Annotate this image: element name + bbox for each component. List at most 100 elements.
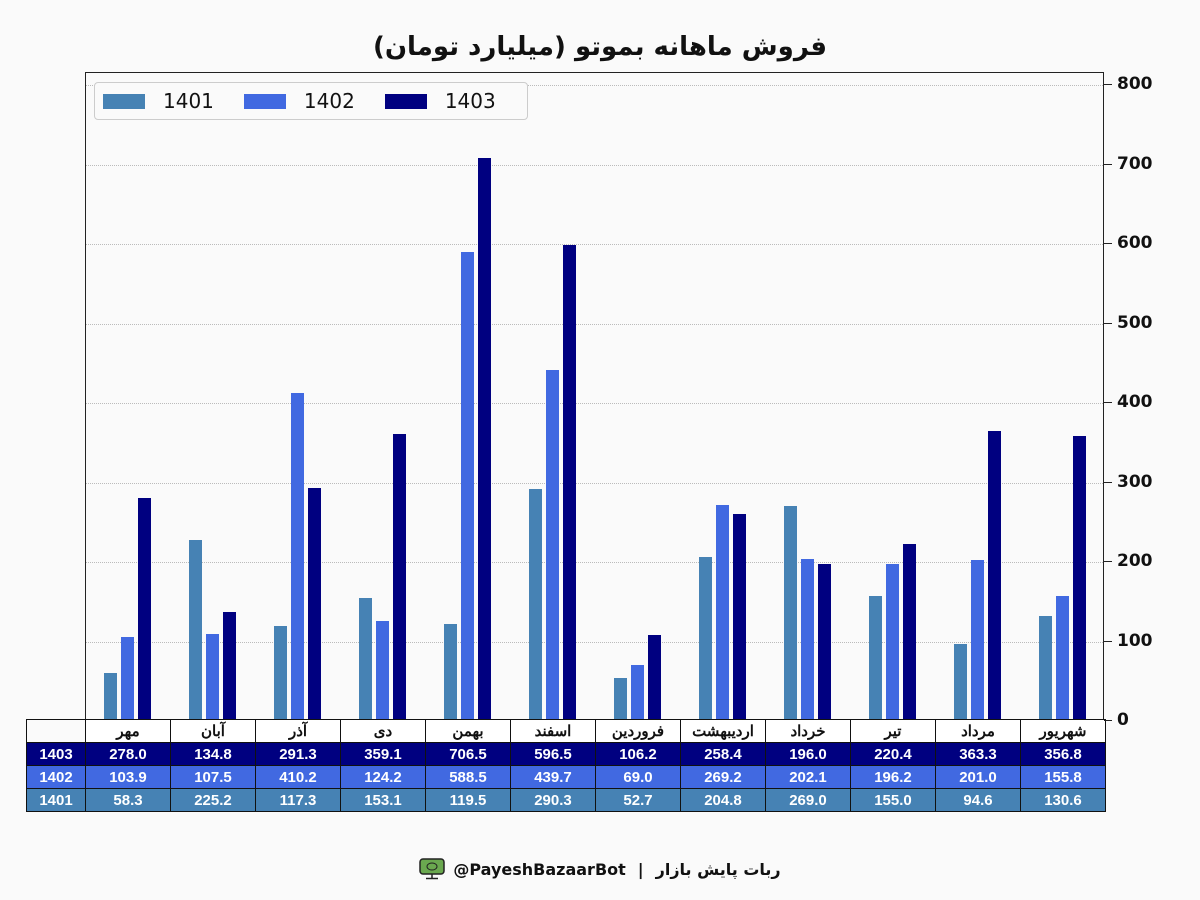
table-cell: 596.5 [510,742,596,766]
legend-swatch [384,93,427,109]
table-cell: 119.5 [425,788,511,812]
table-month-header: آذر [255,719,341,743]
table-row-label: 1402 [26,765,86,789]
table-cell: 291.3 [255,742,341,766]
table-month-header: فروردین [595,719,681,743]
table-cell: 58.3 [85,788,171,812]
bar-1401-9 [869,596,882,720]
y-tick [1104,561,1112,562]
bar-1402-7 [716,505,729,720]
bar-1401-4 [444,624,457,720]
y-tick-label: 100 [1117,630,1153,651]
table-row: 1401 58.3 225.2 117.3 153.1 119.5 290.3 52.7 204… [26,788,1106,812]
table-cell: 106.2 [595,742,681,766]
bar-1401-0 [104,673,117,720]
bar-1403-0 [138,498,151,720]
table-cell: 94.6 [935,788,1021,812]
table-month-header: مهر [85,719,171,743]
table-cell: 103.9 [85,765,171,789]
table-cell: 130.6 [1020,788,1106,812]
table-cell: 196.0 [765,742,851,766]
table-cell: 155.0 [850,788,936,812]
table-cell: 155.8 [1020,765,1106,789]
table-cell: 220.4 [850,742,936,766]
table-cell: 258.4 [680,742,766,766]
y-tick-label: 0 [1117,710,1129,730]
table-row: 1402 103.9 107.5 410.2 124.2 588.5 439.7 69.0 26… [26,765,1106,789]
table-cell: 225.2 [170,788,256,812]
table-cell: 588.5 [425,765,511,789]
bar-1403-3 [393,434,406,720]
y-tick-label: 700 [1117,153,1153,174]
table-cell: 107.5 [170,765,256,789]
bar-1401-2 [274,626,287,720]
footer-separator: | [637,859,644,879]
bar-1403-5 [563,245,576,720]
table-cell: 134.8 [170,742,256,766]
bar-1403-7 [733,514,746,720]
bar-1402-8 [801,558,814,720]
bar-1401-3 [359,597,372,720]
table-cell: 69.0 [595,765,681,789]
y-tick [1104,720,1112,721]
gridline [86,403,1103,404]
table-month-header: شهریور [1020,719,1106,743]
gridline [86,85,1103,86]
legend-item-1403: 1403 [384,89,496,113]
gridline [86,164,1103,166]
bar-1403-11 [1073,435,1086,720]
table-cell: 269.2 [680,765,766,789]
table-row-label: 1403 [26,742,86,766]
gridline [86,562,1103,563]
legend-swatch [103,93,145,109]
y-tick-label: 500 [1117,312,1153,333]
bar-1402-6 [631,664,644,720]
table-cell: 278.0 [85,742,171,766]
table-row: 1403 278.0 134.8 291.3 359.1 706.5 596.5 106.2 2… [26,742,1106,766]
y-tick-label: 400 [1117,392,1153,412]
bar-1401-1 [189,540,202,720]
bar-1401-10 [954,644,967,720]
bar-1402-5 [546,369,559,720]
footer: @PayeshBazaarBot | ربات پایش بازار [0,858,1200,880]
data-table: مهر آبان آذر دی بهمن اسفند فروردین اردیبهشت خردا… [26,719,1106,812]
bar-1402-1 [206,634,219,720]
bar-1403-1 [223,612,236,720]
bar-1401-8 [784,505,797,720]
table-cell: 439.7 [510,765,596,789]
y-tick [1104,402,1112,403]
bar-1403-4 [478,157,491,720]
table-cell: 117.3 [255,788,341,812]
footer-handle: @PayeshBazaarBot [453,859,626,879]
table-month-header: مرداد [935,719,1021,743]
bar-1401-5 [529,488,542,720]
bar-1401-11 [1039,615,1052,720]
bot-monitor-icon [419,858,446,880]
table-cell: 202.1 [765,765,851,789]
gridline [86,641,1103,643]
legend-label: 1402 [303,89,355,113]
table-month-header: بهمن [425,719,511,743]
table-month-header: اسفند [510,719,596,743]
table-cell: 269.0 [765,788,851,812]
table-cell: 290.3 [510,788,596,812]
table-month-header: آبان [170,719,256,743]
footer-bot-name: ربات پایش بازار [655,859,781,879]
table-cell: 204.8 [680,788,766,812]
legend: 1401 1402 1403 [94,82,528,120]
y-tick-label: 300 [1117,471,1153,492]
table-month-header: دی [340,719,426,743]
table-cell: 124.2 [340,765,426,789]
y-tick [1104,84,1112,85]
bar-1402-0 [121,636,134,720]
table-cell: 359.1 [340,742,426,766]
table-corner [26,719,86,743]
y-tick [1104,481,1112,483]
y-tick-label: 200 [1117,551,1153,571]
y-tick [1104,163,1112,165]
y-tick-label: 800 [1117,74,1153,94]
table-row-label: 1401 [26,788,86,812]
gridline [86,482,1103,484]
table-cell: 153.1 [340,788,426,812]
table-cell: 410.2 [255,765,341,789]
